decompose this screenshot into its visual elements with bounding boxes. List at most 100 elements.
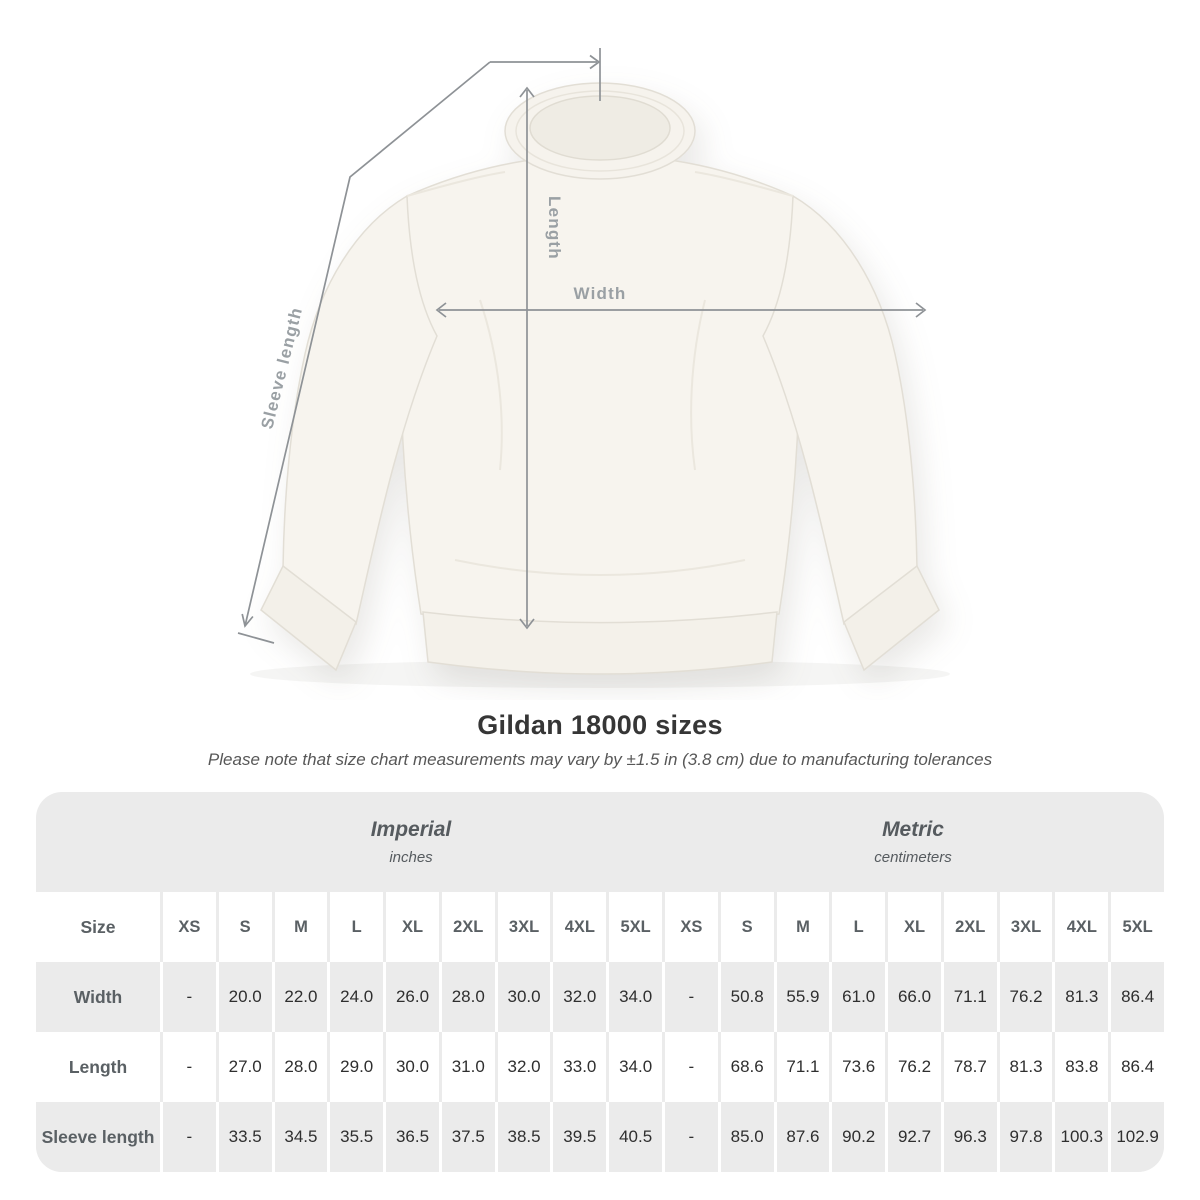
row-label: Sleeve length <box>36 1102 160 1172</box>
cell-value: - <box>160 1032 216 1102</box>
cell-value: 30.0 <box>383 1032 439 1102</box>
size-col-header: 4XL <box>1052 892 1109 962</box>
table-header-row: Size XS S M L XL 2XL 3XL 4XL 5XL XS S M L XL 2XL 3XL 4XL 5… <box>36 892 1164 962</box>
cell-value: 38.5 <box>494 1102 551 1172</box>
size-col-header: 3XL <box>996 892 1053 962</box>
row-label: Length <box>36 1032 160 1102</box>
cell-value: 71.1 <box>940 962 997 1032</box>
cell-value: 35.5 <box>327 1102 384 1172</box>
collar-opening <box>529 95 671 161</box>
hem-band <box>422 611 778 675</box>
width-measure <box>435 302 927 318</box>
cell-value: 66.0 <box>885 962 941 1032</box>
cell-value: 20.0 <box>215 962 272 1032</box>
cell-value: 22.0 <box>271 962 328 1032</box>
size-col-header: XS <box>662 892 718 962</box>
cell-value: 86.4 <box>1108 962 1164 1032</box>
cell-value: 73.6 <box>829 1032 886 1102</box>
width-measure-label: Width <box>573 284 626 303</box>
metric-sublabel: centimeters <box>874 849 952 866</box>
cell-value: 27.0 <box>215 1032 272 1102</box>
cell-value: 76.2 <box>996 962 1053 1032</box>
sweatshirt-body <box>399 153 801 626</box>
cell-value: 39.5 <box>550 1102 607 1172</box>
size-col-header: L <box>829 892 886 962</box>
cell-value: 71.1 <box>773 1032 830 1102</box>
cell-value: 33.0 <box>550 1032 607 1102</box>
size-col-header: 2XL <box>438 892 495 962</box>
cell-value: 102.9 <box>1108 1102 1164 1172</box>
size-col-header: 3XL <box>494 892 551 962</box>
size-col-header: 5XL <box>606 892 662 962</box>
cell-value: 61.0 <box>829 962 886 1032</box>
cell-value: 37.5 <box>438 1102 495 1172</box>
size-col-header: L <box>327 892 384 962</box>
page-title: Gildan 18000 sizes <box>477 710 723 740</box>
table-row: Length -27.0 28.0 29.0 30.0 31.0 32.0 33.0 34.0-… <box>36 1032 1164 1102</box>
cell-value: - <box>160 1102 216 1172</box>
size-grid: Size XS S M L XL 2XL 3XL 4XL 5XL XS S M L XL 2XL 3XL 4XL 5… <box>36 892 1164 1172</box>
cell-value: 30.0 <box>494 962 551 1032</box>
tolerance-note: Please note that size chart measurements… <box>207 750 993 769</box>
right-cuff <box>843 564 940 672</box>
sweatshirt-garment <box>260 82 940 675</box>
cell-value: 76.2 <box>885 1032 941 1102</box>
cell-value: 87.6 <box>773 1102 830 1172</box>
cell-value: 36.5 <box>383 1102 439 1172</box>
table-row: Sleeve length -33.5 34.5 35.5 36.5 37.5 38.5 39… <box>36 1102 1164 1172</box>
cell-value: 32.0 <box>550 962 607 1032</box>
imperial-header: Imperial inches <box>160 818 662 866</box>
cell-value: 34.0 <box>606 962 662 1032</box>
size-col-header: M <box>271 892 328 962</box>
cell-value: 28.0 <box>271 1032 328 1102</box>
size-col-header: XL <box>885 892 941 962</box>
cell-value: 40.5 <box>606 1102 662 1172</box>
cell-value: 96.3 <box>940 1102 997 1172</box>
sweatshirt-diagram: Length Width Sleeve length <box>237 48 950 688</box>
cell-value: 81.3 <box>996 1032 1053 1102</box>
sweatshirt-illustration: Length Width Sleeve length <box>237 48 950 688</box>
size-col-header: XL <box>383 892 439 962</box>
cell-value: 55.9 <box>773 962 830 1032</box>
cell-value: 50.8 <box>717 962 774 1032</box>
imperial-sublabel: inches <box>389 849 433 866</box>
cell-value: 32.0 <box>494 1032 551 1102</box>
right-sleeve <box>762 194 918 626</box>
cell-value: 34.0 <box>606 1032 662 1102</box>
size-col-header: 4XL <box>550 892 607 962</box>
table-row: Width -20.0 22.0 24.0 26.0 28.0 30.0 32.0 34.0-5… <box>36 962 1164 1032</box>
size-table: Imperial inches Metric centimeters Size X… <box>36 792 1164 1172</box>
length-measure <box>519 86 535 630</box>
length-measure-label: Length <box>545 196 564 260</box>
cell-value: 29.0 <box>327 1032 384 1102</box>
cell-value: - <box>662 1032 718 1102</box>
left-sleeve <box>282 194 438 626</box>
cell-value: 92.7 <box>885 1102 941 1172</box>
cell-value: 31.0 <box>438 1032 495 1102</box>
imperial-label: Imperial <box>370 818 452 841</box>
row-label: Width <box>36 962 160 1032</box>
cell-value: 100.3 <box>1052 1102 1109 1172</box>
cell-value: 34.5 <box>271 1102 328 1172</box>
fabric-wrinkles <box>406 171 794 576</box>
cell-value: 97.8 <box>996 1102 1053 1172</box>
units-header-row: Imperial inches Metric centimeters <box>36 792 1164 892</box>
size-col-header: XS <box>160 892 216 962</box>
cell-value: 26.0 <box>383 962 439 1032</box>
size-col-header: M <box>773 892 830 962</box>
left-cuff <box>260 564 357 672</box>
cell-value: - <box>662 962 718 1032</box>
cell-value: 24.0 <box>327 962 384 1032</box>
cell-value: 68.6 <box>717 1032 774 1102</box>
sleeve-length-measure <box>237 48 601 644</box>
cell-value: 86.4 <box>1108 1032 1164 1102</box>
size-corner-header: Size <box>36 892 160 962</box>
cell-value: 78.7 <box>940 1032 997 1102</box>
size-col-header: S <box>215 892 272 962</box>
size-col-header: 2XL <box>940 892 997 962</box>
size-col-header: 5XL <box>1108 892 1164 962</box>
cell-value: 90.2 <box>829 1102 886 1172</box>
metric-header: Metric centimeters <box>662 818 1164 866</box>
cell-value: - <box>160 962 216 1032</box>
